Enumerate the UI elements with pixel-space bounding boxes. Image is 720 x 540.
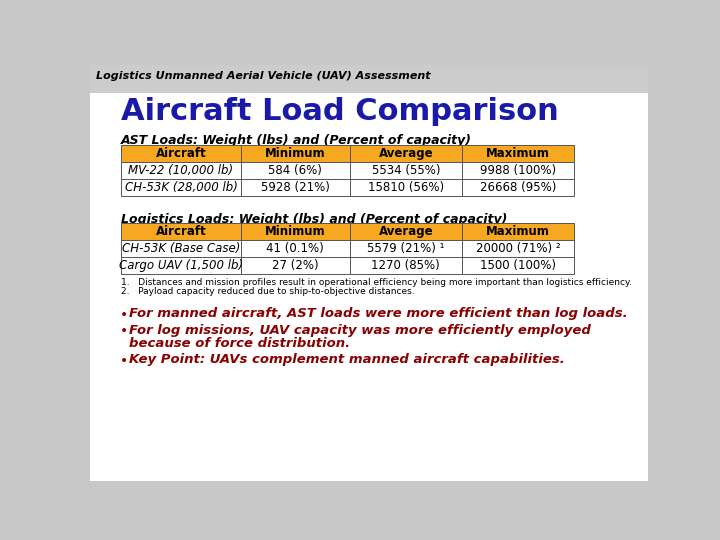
Text: 20000 (71%) ²: 20000 (71%) ² [476, 242, 560, 255]
Text: 5579 (21%) ¹: 5579 (21%) ¹ [367, 242, 444, 255]
Text: 584 (6%): 584 (6%) [269, 164, 323, 177]
Text: For manned aircraft, AST loads were more efficient than log loads.: For manned aircraft, AST loads were more… [129, 307, 627, 320]
Bar [462, 145, 575, 162]
Text: Minimum: Minimum [265, 147, 325, 160]
Bar [241, 224, 350, 240]
Text: Aircraft: Aircraft [156, 225, 207, 238]
Text: Aircraft: Aircraft [156, 147, 207, 160]
Bar [462, 224, 575, 240]
Bar [462, 179, 575, 195]
Bar [350, 162, 462, 179]
Text: 5928 (21%): 5928 (21%) [261, 181, 330, 194]
Text: CH-53K (Base Case): CH-53K (Base Case) [122, 242, 240, 255]
Text: 5534 (55%): 5534 (55%) [372, 164, 440, 177]
Text: 27 (2%): 27 (2%) [272, 259, 319, 272]
Text: CH-53K (28,000 lb): CH-53K (28,000 lb) [125, 181, 238, 194]
Bar [350, 224, 462, 240]
Text: For log missions, UAV capacity was more efficiently employed: For log missions, UAV capacity was more … [129, 323, 590, 336]
Bar [241, 257, 350, 274]
Bar [241, 145, 350, 162]
Bar [462, 257, 575, 274]
Text: Key Point: UAVs complement manned aircraft capabilities.: Key Point: UAVs complement manned aircra… [129, 353, 564, 366]
Bar [462, 162, 575, 179]
Text: 1270 (85%): 1270 (85%) [372, 259, 440, 272]
Text: 15810 (56%): 15810 (56%) [368, 181, 444, 194]
Text: Cargo UAV (1,500 lb): Cargo UAV (1,500 lb) [119, 259, 243, 272]
Text: 1500 (100%): 1500 (100%) [480, 259, 556, 272]
Text: Minimum: Minimum [265, 225, 325, 238]
Text: because of force distribution.: because of force distribution. [129, 336, 350, 349]
Bar [241, 162, 350, 179]
Text: Logistics Loads: Weight (lbs) and (Percent of capacity): Logistics Loads: Weight (lbs) and (Perce… [121, 213, 508, 226]
Text: AST Loads: Weight (lbs) and (Percent of capacity): AST Loads: Weight (lbs) and (Percent of … [121, 134, 472, 147]
Bar [121, 145, 241, 162]
Text: Average: Average [379, 225, 433, 238]
Text: Maximum: Maximum [486, 147, 550, 160]
Text: 2.   Payload capacity reduced due to ship-to-objective distances.: 2. Payload capacity reduced due to ship-… [121, 287, 415, 295]
Text: 41 (0.1%): 41 (0.1%) [266, 242, 324, 255]
Bar [121, 179, 241, 195]
Bar [350, 145, 462, 162]
Bar [121, 257, 241, 274]
Bar [350, 240, 462, 257]
Text: •: • [120, 308, 127, 322]
Bar [241, 179, 350, 195]
Bar [121, 240, 241, 257]
Text: 9988 (100%): 9988 (100%) [480, 164, 557, 177]
Bar [121, 162, 241, 179]
Text: •: • [120, 354, 127, 368]
Text: Maximum: Maximum [486, 225, 550, 238]
Bar [241, 240, 350, 257]
Text: 1.   Distances and mission profiles result in operational efficiency being more : 1. Distances and mission profiles result… [121, 278, 632, 287]
Text: 26668 (95%): 26668 (95%) [480, 181, 557, 194]
Bar [90, 65, 648, 92]
Text: Aircraft Load Comparison: Aircraft Load Comparison [121, 97, 559, 126]
Text: Logistics Unmanned Aerial Vehicle (UAV) Assessment: Logistics Unmanned Aerial Vehicle (UAV) … [96, 71, 431, 81]
Bar [121, 224, 241, 240]
Bar [462, 240, 575, 257]
Text: •: • [120, 325, 127, 338]
Text: Average: Average [379, 147, 433, 160]
Bar [350, 179, 462, 195]
Text: MV-22 (10,000 lb): MV-22 (10,000 lb) [128, 164, 233, 177]
Bar [350, 257, 462, 274]
